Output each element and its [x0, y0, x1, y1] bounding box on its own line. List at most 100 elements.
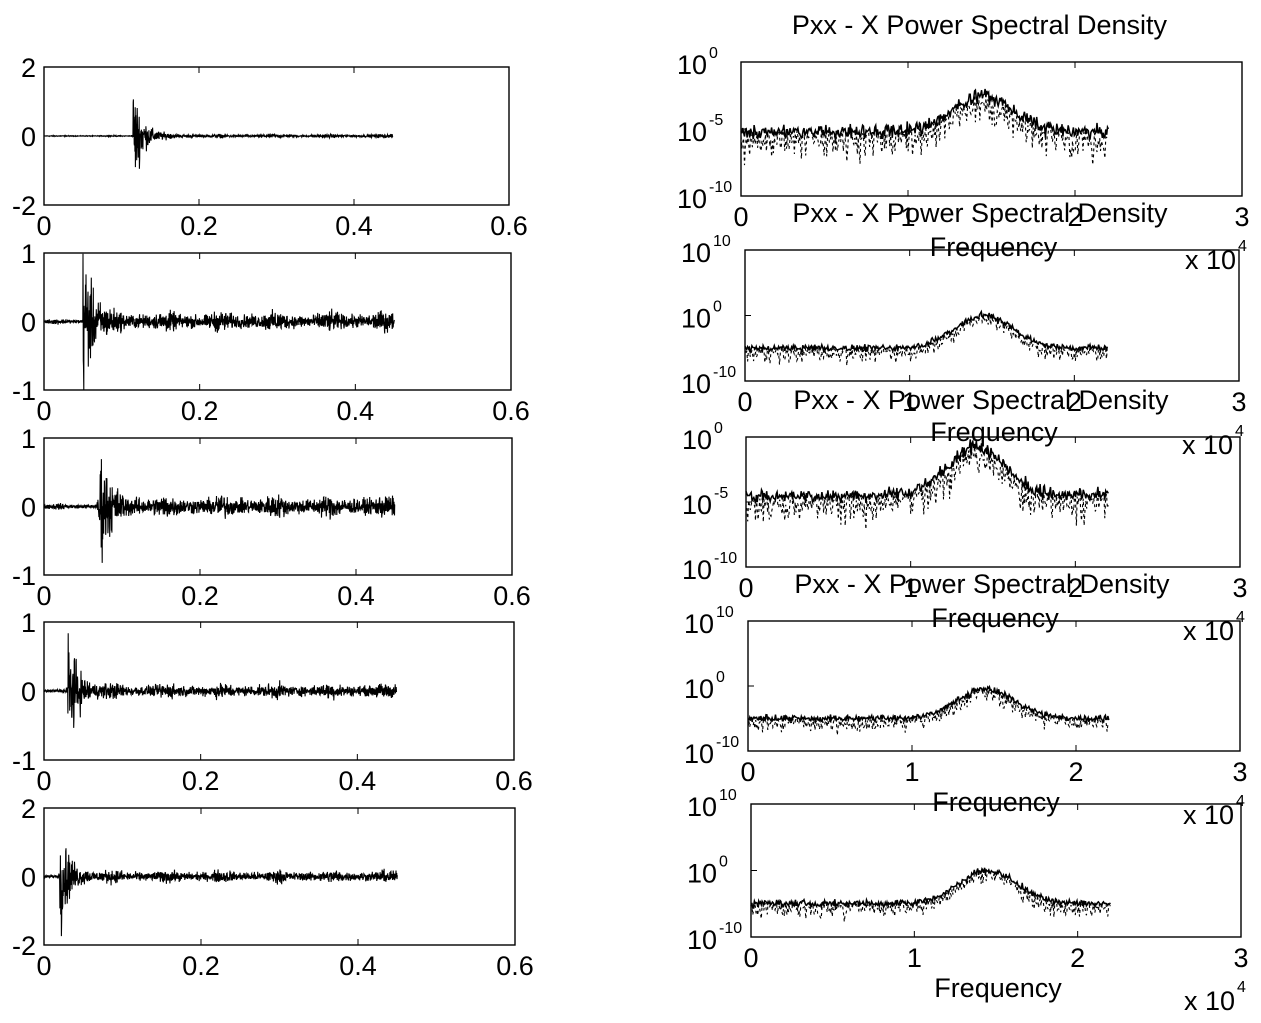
y-tick-label-exponent: 0 — [719, 854, 728, 871]
y-tick-label-exponent: -10 — [719, 920, 742, 937]
y-tick-label: -1 — [12, 376, 36, 406]
x-multiplier-exponent: 4 — [1236, 793, 1245, 810]
y-tick-label-exponent: 0 — [709, 45, 718, 62]
y-tick-label-base: 10 — [681, 238, 711, 268]
signal-trace — [43, 459, 396, 563]
y-tick-label-base: 10 — [687, 925, 717, 955]
plot-frame — [750, 803, 1242, 938]
x-tick-label: 0.6 — [495, 766, 533, 796]
x-tick-label: 0.4 — [337, 396, 375, 426]
x-tick-label: 0 — [36, 211, 51, 241]
psd-trace — [750, 866, 1111, 910]
x-tick-label: 0 — [740, 757, 755, 787]
y-tick-label-base: 10 — [682, 425, 712, 455]
y-tick-label: 2 — [21, 794, 36, 824]
y-tick-label: 1 — [21, 424, 36, 454]
x-tick-label: 3 — [1232, 757, 1247, 787]
y-tick-label-base: 10 — [682, 555, 712, 585]
y-tick-label-exponent: 10 — [713, 233, 731, 250]
y-tick-label-base: 10 — [681, 304, 711, 334]
psd-trace-lower — [747, 687, 1110, 736]
x-tick-label: 1 — [904, 757, 919, 787]
chart-title: Pxx - X Power Spectral Density — [792, 10, 1168, 40]
y-tick-label-base: 10 — [677, 50, 707, 80]
signal-trace — [43, 633, 398, 728]
x-tick-label: 0.6 — [496, 951, 534, 981]
x-tick-label: 3 — [1233, 943, 1248, 973]
y-tick-label-base: 10 — [681, 369, 711, 399]
x-tick-label: 0 — [36, 951, 51, 981]
y-tick-label-exponent: -5 — [709, 112, 723, 129]
psd-trace — [744, 309, 1109, 356]
x-tick-label: 0.4 — [337, 581, 375, 611]
x-multiplier-label: x 10 — [1184, 986, 1235, 1016]
y-tick-label-exponent: -10 — [709, 179, 732, 196]
y-tick-label: 0 — [21, 863, 36, 893]
x-multiplier-exponent: 4 — [1237, 979, 1246, 996]
x-tick-label: 0 — [743, 943, 758, 973]
x-multiplier-exponent: 4 — [1238, 238, 1247, 255]
x-tick-label: 1 — [907, 943, 922, 973]
x-tick-label: 0.2 — [182, 766, 220, 796]
y-tick-label: 1 — [21, 239, 36, 269]
x-axis-label: Frequency — [930, 417, 1058, 447]
x-tick-label: 0.4 — [335, 211, 373, 241]
y-tick-label-base: 10 — [677, 117, 707, 147]
y-tick-label-exponent: -5 — [714, 485, 728, 502]
y-tick-label: 2 — [21, 53, 36, 83]
signal-trace — [43, 99, 394, 169]
x-tick-label: 0.6 — [492, 396, 530, 426]
y-tick-label: -2 — [12, 191, 36, 221]
y-tick-label-exponent: 0 — [714, 420, 723, 437]
x-tick-label: 1 — [900, 202, 915, 232]
x-axis-label: Frequency — [930, 232, 1058, 262]
x-tick-label: 2 — [1067, 202, 1082, 232]
x-tick-label: 3 — [1232, 573, 1247, 603]
x-tick-label: 0 — [738, 573, 753, 603]
x-tick-label: 2 — [1067, 387, 1082, 417]
y-tick-label-exponent: 0 — [716, 669, 725, 686]
x-tick-label: 1 — [903, 573, 918, 603]
x-tick-label: 0.4 — [339, 766, 377, 796]
x-multiplier-exponent: 4 — [1236, 609, 1245, 626]
y-tick-label: 0 — [21, 122, 36, 152]
y-tick-label-exponent: 10 — [719, 787, 737, 804]
x-multiplier-label: x 10 — [1182, 430, 1233, 460]
y-tick-label-base: 10 — [687, 792, 717, 822]
plot-frame — [747, 620, 1241, 752]
x-tick-label: 0.2 — [181, 396, 219, 426]
signal-trace — [43, 253, 395, 391]
x-tick-label: 3 — [1231, 387, 1246, 417]
y-tick-label: 1 — [21, 608, 36, 638]
x-tick-label: 0 — [36, 396, 51, 426]
y-tick-label: 0 — [21, 677, 36, 707]
y-tick-label-exponent: -10 — [716, 734, 739, 751]
y-tick-label: 0 — [21, 308, 36, 338]
psd-trace — [745, 438, 1109, 505]
x-tick-label: 0.4 — [339, 951, 377, 981]
x-tick-label: 0.6 — [493, 581, 531, 611]
y-tick-label-exponent: -10 — [714, 550, 737, 567]
y-tick-label-exponent: -10 — [713, 364, 736, 381]
y-tick-label: -1 — [12, 746, 36, 776]
plot-frame — [745, 436, 1241, 568]
plot-frame — [740, 61, 1243, 197]
chart-title: Pxx - X Power Spectral Density — [794, 569, 1170, 599]
y-tick-label-base: 10 — [687, 859, 717, 889]
y-tick-label-exponent: 10 — [716, 604, 734, 621]
y-tick-label: -2 — [12, 931, 36, 961]
y-tick-label-base: 10 — [684, 609, 714, 639]
x-tick-label: 0 — [36, 581, 51, 611]
x-tick-label: 0.2 — [181, 581, 219, 611]
x-multiplier-exponent: 4 — [1235, 423, 1244, 440]
x-tick-label: 2 — [1070, 943, 1085, 973]
x-tick-label: 3 — [1234, 202, 1249, 232]
time-signal-chart-4: 0 0.2 0.4 0.6-101 — [12, 608, 533, 796]
y-tick-label-exponent: 0 — [713, 299, 722, 316]
x-tick-label: 0 — [733, 202, 748, 232]
y-tick-label-base: 10 — [682, 490, 712, 520]
